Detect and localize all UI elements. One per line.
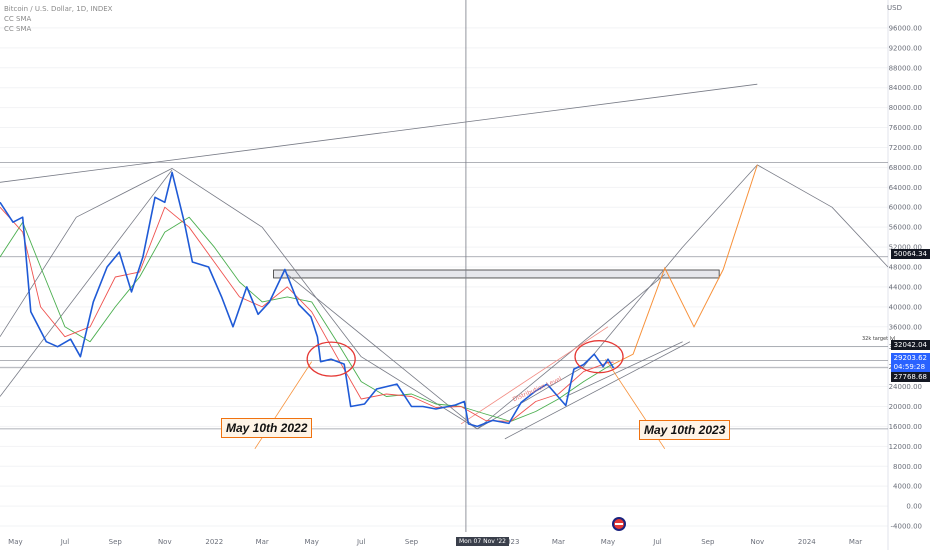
y-tick-label: 92000.00 — [889, 44, 922, 52]
time-axis[interactable]: May Jul Sep Nov 2022 Mar May Jul Sep 2023 Mar May Ju… — [8, 538, 862, 546]
series-sma_slow — [0, 216, 614, 422]
drawing-overlays — [0, 0, 889, 532]
x-tick-label: May — [601, 538, 615, 546]
right-cup-arc — [477, 164, 889, 430]
series-sma_fast — [0, 206, 614, 422]
y-tick-label: 44000.00 — [889, 283, 922, 291]
chart-legend: Bitcoin / U.S. Dollar, 1D, INDEX CC SMA … — [4, 4, 112, 34]
y-tick-label: 56000.00 — [889, 224, 922, 232]
highlight-circle-2023 — [574, 340, 624, 374]
series-lines: Distribution Level — [0, 164, 758, 428]
y-tick-label: 72000.00 — [889, 144, 922, 152]
y-tick-label: 0.00 — [906, 503, 922, 511]
left-cup-arc — [0, 168, 478, 430]
currency-label: USD — [887, 4, 902, 12]
last-price-value: 29203.62 — [893, 354, 927, 362]
y-tick-label: 48000.00 — [889, 264, 922, 272]
y-tick-label: 16000.00 — [889, 423, 922, 431]
y-tick-label: 80000.00 — [889, 104, 922, 112]
y-tick-label: 24000.00 — [889, 383, 922, 391]
y-tick-label: 4000.00 — [893, 483, 922, 491]
indicator-sma-1[interactable]: CC SMA — [4, 15, 32, 23]
symbol-title[interactable]: Bitcoin / U.S. Dollar, 1D, INDEX — [4, 5, 113, 13]
x-tick-label: Jul — [60, 538, 70, 546]
y-tick-label: 88000.00 — [889, 64, 922, 72]
x-tick-label: Jul — [356, 538, 366, 546]
ascending-diagonal — [477, 274, 666, 430]
y-tick-label: 36000.00 — [889, 323, 922, 331]
x-tick-label: Nov — [750, 538, 764, 546]
y-tick-label: 40000.00 — [889, 303, 922, 311]
x-tick-label: Mar — [256, 538, 269, 546]
target-level-note: 32k target lvl — [862, 336, 896, 342]
channel-lower — [504, 341, 691, 440]
indicator-sma-2[interactable]: CC SMA — [4, 25, 32, 33]
x-tick-label: Jul — [652, 538, 662, 546]
x-tick-label: 2023 — [502, 538, 520, 546]
callout-may-2022[interactable]: May 10th 2022 — [221, 418, 313, 438]
projection-path — [613, 164, 758, 365]
y-tick-label: 60000.00 — [889, 204, 922, 212]
x-tick-label: Mar — [849, 538, 862, 546]
x-tick-label: May — [8, 538, 22, 546]
price-axis[interactable]: 96000.00 92000.00 88000.00 84000.00 80000.00… — [889, 24, 922, 530]
x-tick-label: 2022 — [205, 538, 223, 546]
y-tick-label: 64000.00 — [889, 184, 922, 192]
highlight-circle-2022 — [306, 341, 356, 377]
bar-countdown: 04:59:28 — [893, 363, 926, 371]
y-tick-label: 96000.00 — [889, 24, 922, 32]
y-tick-label: 20000.00 — [889, 403, 922, 411]
upper-trendline — [0, 83, 758, 183]
price-tag-27768: 27768.68 — [890, 372, 930, 382]
y-tick-label: 68000.00 — [889, 164, 922, 172]
crosshair-date-label: Mon 07 Nov '22 — [456, 537, 510, 546]
x-tick-label: Nov — [158, 538, 172, 546]
resistance-zone-rect — [273, 269, 720, 279]
x-tick-label: Sep — [701, 538, 715, 546]
grid-lines — [0, 0, 889, 550]
x-tick-label: Sep — [109, 538, 123, 546]
y-tick-label: 8000.00 — [893, 463, 922, 471]
x-tick-label: May — [304, 538, 318, 546]
x-tick-label: Mar — [552, 538, 565, 546]
x-tick-label: Sep — [405, 538, 419, 546]
price-tag-29203: 29203.62 04:59:28 — [890, 353, 930, 373]
x-tick-label: 2024 — [798, 538, 816, 546]
price-tag-50064: 50064.34 — [890, 249, 930, 259]
callout-may-2023[interactable]: May 10th 2023 — [639, 420, 731, 440]
descending-diagonal — [287, 274, 478, 430]
price-tag-32042: 32042.04 — [890, 340, 930, 350]
tradingview-flag-icon[interactable] — [612, 517, 626, 531]
y-tick-label: -4000.00 — [891, 523, 922, 531]
left-cup-line — [0, 169, 173, 397]
series-price — [0, 171, 615, 428]
y-tick-label: 76000.00 — [889, 124, 922, 132]
y-tick-label: 12000.00 — [889, 443, 922, 451]
channel-upper — [460, 326, 609, 425]
y-tick-label: 84000.00 — [889, 84, 922, 92]
y-tick-label: 52000.00 — [889, 244, 922, 252]
channel-mid — [565, 341, 683, 397]
